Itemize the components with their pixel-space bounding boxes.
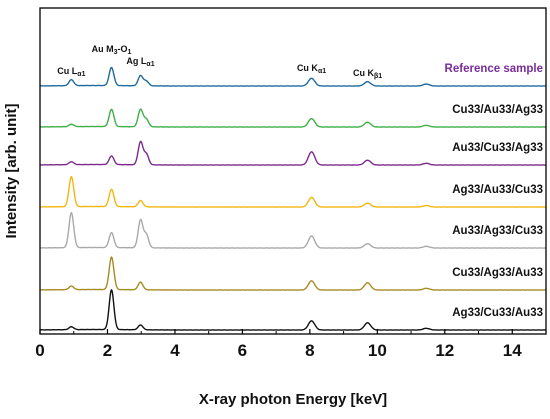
- x-axis-title: X-ray photon Energy [keV]: [199, 391, 387, 408]
- series-label: Ag33/Cu33/Au33: [452, 307, 543, 319]
- plot-frame: [39, 7, 547, 335]
- series-label-layer: Reference sample Cu33/Au33/Ag33 Au33/Cu33/…: [445, 63, 543, 319]
- series-label: Au33/Cu33/Ag33: [452, 142, 543, 154]
- x-tick-label: 14: [503, 341, 522, 360]
- spectrum-line-0: [39, 66, 547, 87]
- spectrum-line-6: [39, 288, 547, 331]
- x-tick-label: 8: [305, 341, 314, 360]
- spectrum-line-5: [39, 256, 547, 291]
- peak-label: Cu Kα1: [297, 63, 326, 75]
- spectrum-line-4: [39, 211, 547, 249]
- spectrum-line-2: [39, 140, 547, 166]
- peak-label: Au M3-O1: [92, 44, 132, 56]
- series-label: Ag33/Au33/Cu33: [452, 184, 543, 196]
- series-label: Cu33/Ag33/Au33: [452, 267, 543, 279]
- spectrum-line-1: [39, 108, 547, 128]
- x-tick-label: 4: [170, 341, 180, 360]
- x-tick-label: 10: [368, 341, 387, 360]
- peak-label: Ag Lα1: [126, 56, 154, 68]
- peak-label: Cu Lα1: [57, 66, 85, 78]
- x-tick-label: 0: [35, 341, 44, 360]
- x-tick-label: 6: [238, 341, 247, 360]
- x-tick-label: 2: [103, 341, 112, 360]
- series-label: Reference sample: [445, 63, 543, 75]
- spectrum-line-3: [39, 175, 547, 208]
- x-tick-label: 12: [435, 341, 454, 360]
- peak-label: Cu Kβ1: [353, 68, 382, 80]
- series-label: Cu33/Au33/Ag33: [452, 104, 543, 116]
- y-axis-title: Intensity [arb. unit]: [3, 103, 20, 238]
- series-layer: [39, 66, 547, 331]
- series-label: Au33/Ag33/Cu33: [452, 225, 543, 237]
- x-axis: 0 2 4 6 8 10 12 14: [35, 329, 522, 360]
